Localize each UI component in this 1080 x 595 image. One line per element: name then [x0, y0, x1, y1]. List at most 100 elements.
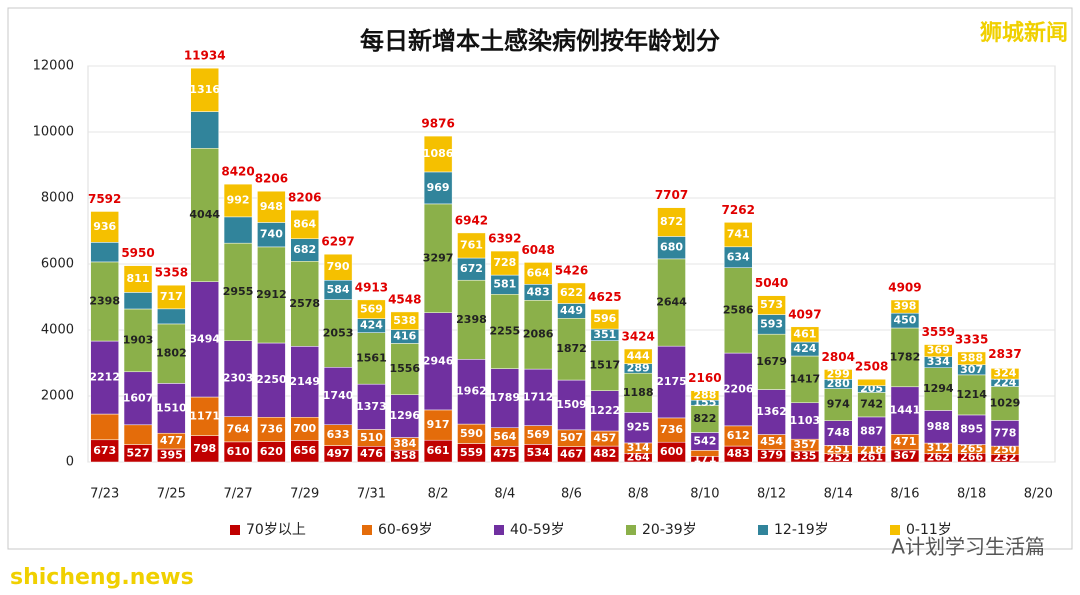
data-label: 1556 — [389, 362, 420, 375]
data-label: 483 — [527, 285, 550, 298]
data-label: 600 — [660, 445, 683, 458]
x-tick-label: 7/23 — [90, 487, 119, 502]
data-label: 384 — [393, 437, 416, 450]
data-label: 444 — [627, 349, 650, 362]
legend-swatch — [362, 525, 372, 535]
x-tick-label: 8/4 — [494, 487, 515, 502]
data-label: 335 — [793, 449, 816, 462]
data-label: 673 — [93, 444, 116, 457]
data-label: 252 — [827, 451, 850, 464]
bar-segment — [323, 253, 353, 281]
data-label: 2946 — [423, 354, 454, 367]
bar-segment — [790, 326, 820, 343]
data-label: 307 — [960, 363, 983, 376]
data-label: 1296 — [389, 409, 420, 422]
y-tick-label: 6000 — [41, 257, 74, 272]
bar-segment — [290, 261, 319, 347]
data-label: 864 — [293, 217, 316, 230]
data-label: 559 — [460, 446, 483, 459]
total-label: 6297 — [321, 235, 354, 249]
y-tick-label: 2000 — [41, 389, 74, 404]
data-label: 357 — [793, 438, 816, 451]
data-label: 475 — [493, 447, 516, 460]
data-label: 416 — [393, 330, 416, 343]
data-label: 936 — [93, 220, 116, 233]
bar-segment — [924, 367, 953, 411]
bar-segment — [690, 405, 720, 433]
bar-segment — [523, 262, 553, 285]
data-label: 1740 — [323, 389, 354, 402]
bar-segment — [657, 345, 686, 419]
data-label: 741 — [727, 228, 750, 241]
data-label: 461 — [793, 327, 816, 340]
data-label: 798 — [193, 442, 216, 455]
data-label: 1086 — [423, 147, 454, 160]
bar-segment — [523, 368, 553, 426]
bar-segment — [457, 232, 486, 259]
total-label: 9876 — [421, 117, 454, 131]
data-label: 895 — [960, 423, 983, 436]
data-label: 778 — [993, 426, 1016, 439]
data-label: 1561 — [356, 351, 387, 364]
bar-segment — [223, 416, 253, 443]
bar-segment — [290, 209, 319, 240]
bar-segment — [423, 135, 453, 173]
data-label: 395 — [160, 448, 183, 461]
bar-segment — [590, 390, 620, 432]
bar-segment — [123, 371, 153, 426]
bar-segment — [623, 348, 653, 364]
bar-segment — [490, 250, 520, 276]
total-label: 7592 — [88, 192, 121, 206]
data-label: 2250 — [256, 373, 287, 386]
legend-label: 40-59岁 — [510, 522, 565, 538]
data-label: 1373 — [356, 400, 387, 413]
x-tick-label: 8/10 — [690, 487, 719, 502]
data-label: 358 — [393, 449, 416, 462]
legend-label: 0-11岁 — [906, 522, 952, 538]
bar-segment — [223, 340, 253, 417]
data-label: 612 — [727, 429, 750, 442]
bar-segment — [257, 246, 286, 344]
watermark: 狮城新闻 — [980, 20, 1068, 46]
data-label: 728 — [493, 256, 516, 269]
bar-segment — [590, 309, 620, 330]
bar-segment — [957, 351, 986, 365]
total-label: 5426 — [555, 263, 588, 277]
data-label: 264 — [627, 451, 650, 464]
data-label: 261 — [860, 451, 883, 464]
data-label: 2644 — [656, 296, 687, 309]
bar-segment — [723, 222, 753, 248]
x-tick-label: 7/31 — [357, 487, 386, 502]
total-label: 2160 — [688, 371, 721, 385]
data-label: 764 — [227, 422, 250, 435]
data-label: 1789 — [489, 391, 520, 404]
data-label: 740 — [260, 228, 283, 241]
bar-segment — [123, 292, 153, 310]
data-label: 661 — [427, 444, 450, 457]
data-label: 483 — [727, 447, 750, 460]
bar-segment — [824, 420, 853, 446]
data-label: 790 — [327, 260, 350, 273]
y-tick-label: 10000 — [33, 125, 74, 140]
data-label: 1362 — [756, 405, 787, 418]
bar-segment — [657, 207, 686, 237]
bar-segment — [157, 383, 186, 434]
bar-segment — [390, 343, 420, 395]
data-label: 748 — [827, 426, 850, 439]
data-label: 1962 — [456, 385, 487, 398]
x-tick-label: 8/12 — [757, 487, 786, 502]
data-label: 1509 — [556, 398, 587, 411]
total-label: 3559 — [922, 325, 955, 339]
bar-segment — [924, 344, 953, 357]
data-label: 736 — [260, 422, 283, 435]
total-label: 4909 — [888, 281, 921, 295]
total-label: 4097 — [788, 307, 821, 321]
bar-segment — [90, 211, 119, 243]
data-label: 527 — [127, 446, 150, 459]
bar-segment — [857, 392, 886, 418]
legend-swatch — [494, 525, 504, 535]
bar-segment — [690, 450, 720, 457]
data-label: 424 — [793, 342, 816, 355]
data-label: 2206 — [723, 382, 754, 395]
data-label: 388 — [960, 351, 983, 364]
